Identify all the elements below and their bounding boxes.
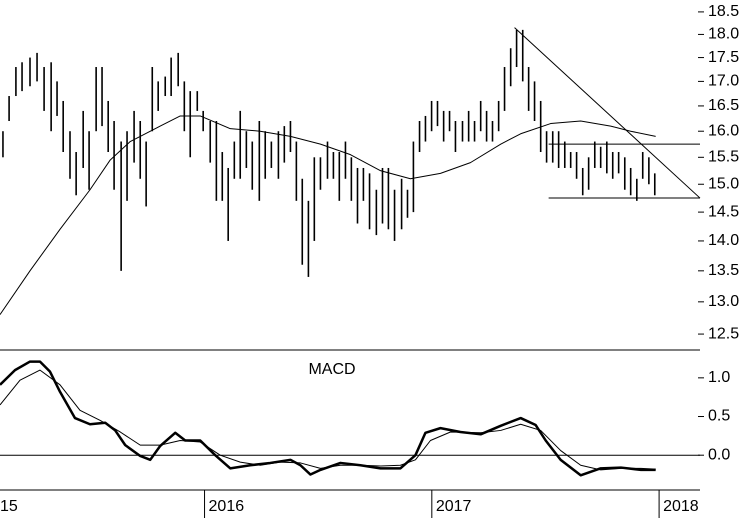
y-tick-label: 1.0 — [708, 369, 730, 386]
y-tick-label: 17.0 — [708, 73, 739, 90]
moving-average — [0, 115, 656, 315]
y-tick-label: 18.5 — [708, 3, 739, 20]
y-tick-label: 16.0 — [708, 122, 739, 139]
x-tick-label: 2018 — [663, 498, 699, 515]
x-tick-label: 2016 — [209, 498, 245, 515]
trendline — [514, 27, 701, 199]
macd-line — [0, 369, 656, 471]
y-tick-label: 12.5 — [708, 325, 739, 342]
y-tick-label: 15.0 — [708, 175, 739, 192]
y-tick-label: 15.5 — [708, 149, 739, 166]
y-tick-label: 18.0 — [708, 26, 739, 43]
y-tick-label: 14.0 — [708, 232, 739, 249]
y-tick-label: 14.5 — [708, 203, 739, 220]
annotation: MACD — [308, 361, 355, 378]
y-tick-label: 17.5 — [708, 49, 739, 66]
y-tick-label: 13.0 — [708, 293, 739, 310]
y-tick-label: 0.5 — [708, 408, 730, 425]
x-tick-label: 15 — [0, 498, 18, 515]
y-tick-label: 13.5 — [708, 262, 739, 279]
y-tick-label: 16.5 — [708, 97, 739, 114]
x-tick-label: 2017 — [436, 498, 472, 515]
y-tick-label: 0.0 — [708, 446, 730, 463]
